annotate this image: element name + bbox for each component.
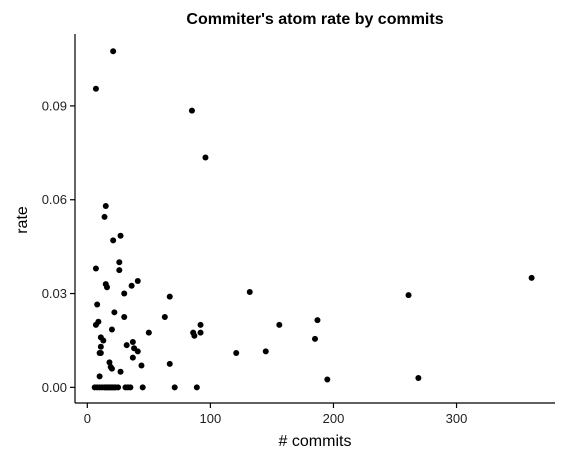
data-point (108, 365, 115, 372)
data-point (138, 362, 145, 369)
data-point (92, 321, 99, 328)
data-point (102, 202, 109, 209)
data-point (92, 85, 99, 92)
data-point (123, 342, 130, 349)
data-point (111, 309, 118, 316)
data-point (276, 321, 283, 328)
x-tick-label: 200 (323, 411, 345, 426)
data-point (127, 384, 134, 391)
data-point (92, 265, 99, 272)
data-point (108, 326, 115, 333)
data-point (171, 384, 178, 391)
y-tick-label: 0.06 (42, 192, 67, 207)
data-point (202, 154, 209, 161)
data-point (116, 267, 123, 274)
data-point (314, 317, 321, 324)
data-point (134, 348, 141, 355)
y-tick-label: 0.03 (42, 286, 67, 301)
data-point (117, 232, 124, 239)
data-point (110, 48, 117, 55)
data-point (110, 237, 117, 244)
data-point (405, 292, 412, 299)
data-point (129, 354, 136, 361)
data-point (528, 274, 535, 281)
data-point (97, 343, 104, 350)
data-point (94, 301, 101, 308)
y-tick-label: 0.00 (42, 380, 67, 395)
x-ticks: 0 100 200 300 (84, 403, 468, 426)
y-ticks: 0.00 0.03 0.06 0.09 (42, 98, 75, 395)
data-point (197, 321, 204, 328)
data-point (262, 348, 269, 355)
y-tick-label: 0.09 (42, 98, 67, 113)
data-point (115, 384, 122, 391)
x-tick-label: 300 (446, 411, 468, 426)
x-tick-label: 0 (84, 411, 91, 426)
data-point (100, 337, 107, 344)
data-point (197, 329, 204, 336)
y-axis-label: rate (14, 206, 31, 234)
data-point (96, 373, 103, 380)
x-axis-label: # commits (279, 433, 352, 450)
data-point (145, 329, 152, 336)
data-point (324, 376, 331, 383)
data-point (129, 339, 136, 346)
x-tick-label: 100 (200, 411, 222, 426)
data-point (117, 368, 124, 375)
data-point (312, 335, 318, 342)
data-point (128, 282, 135, 289)
data-point (139, 384, 146, 391)
data-point (116, 259, 123, 266)
data-point (191, 332, 198, 339)
data-point (161, 314, 168, 321)
data-points (91, 48, 535, 391)
data-point (121, 290, 128, 297)
axes (74, 34, 555, 404)
data-point (188, 107, 195, 114)
chart-title: Commiter's atom rate by commits (186, 11, 443, 28)
data-point (104, 284, 110, 291)
data-point (134, 278, 141, 285)
data-point (101, 213, 108, 220)
data-point (246, 288, 253, 295)
data-point (106, 359, 113, 366)
data-point (121, 314, 128, 321)
data-point (166, 360, 173, 367)
data-point (96, 349, 103, 356)
data-point (415, 374, 422, 381)
data-point (233, 349, 240, 356)
data-point (193, 384, 200, 391)
data-point (166, 293, 173, 300)
